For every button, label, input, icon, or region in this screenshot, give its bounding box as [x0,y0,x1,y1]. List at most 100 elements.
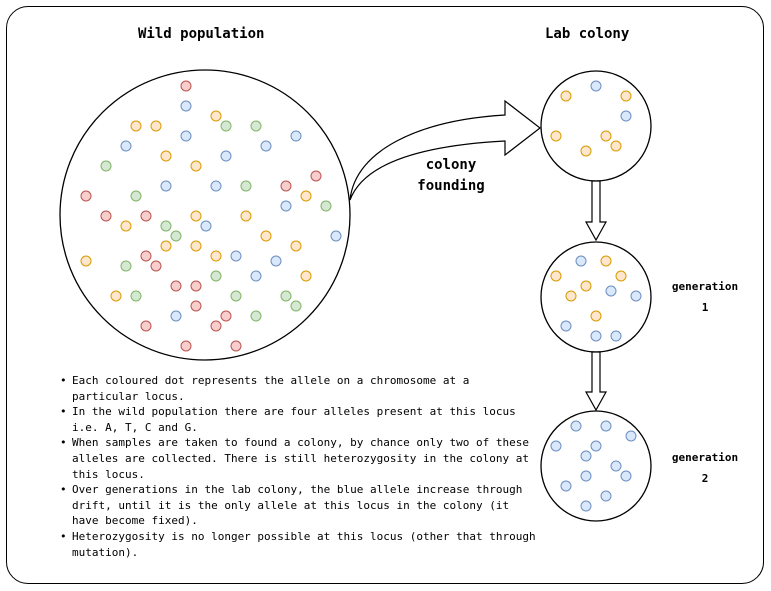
orange-allele-dot [565,290,577,302]
green-allele-dot [130,290,142,302]
generation-2-down-arrow [584,351,608,412]
blue-allele-dot [570,420,582,432]
blue-allele-dot [270,255,282,267]
orange-allele-dot [190,160,202,172]
orange-allele-dot [260,230,272,242]
orange-allele-dot [550,270,562,282]
blue-allele-dot [630,290,642,302]
orange-allele-dot [580,280,592,292]
notes-list: Each coloured dot represents the allele … [58,373,542,560]
generation-1-down-arrow [584,180,608,242]
blue-allele-dot [580,450,592,462]
orange-allele-dot [620,90,632,102]
orange-allele-dot [160,150,172,162]
generation-1-label: generation 1 [665,276,745,318]
orange-allele-dot [160,240,172,252]
orange-allele-dot [110,290,122,302]
green-allele-dot [120,260,132,272]
red-allele-dot [140,210,152,222]
blue-allele-dot [610,330,622,342]
generation-2-label-text: generation [671,451,739,464]
orange-allele-dot [580,145,592,157]
blue-allele-dot [220,150,232,162]
red-allele-dot [230,340,242,352]
generation-1-number: 1 [701,301,709,314]
red-allele-dot [180,80,192,92]
generation-2-number: 2 [701,472,709,485]
green-allele-dot [170,230,182,242]
red-allele-dot [150,260,162,272]
red-allele-dot [310,170,322,182]
orange-allele-dot [610,140,622,152]
wild-population-circle [59,69,351,361]
orange-allele-dot [210,250,222,262]
blue-allele-dot [200,220,212,232]
red-allele-dot [220,310,232,322]
blue-allele-dot [290,130,302,142]
blue-allele-dot [170,310,182,322]
green-allele-dot [160,220,172,232]
blue-allele-dot [620,110,632,122]
green-allele-dot [250,310,262,322]
orange-allele-dot [210,110,222,122]
note-item: In the wild population there are four al… [60,404,542,435]
orange-allele-dot [600,130,612,142]
blue-allele-dot [260,140,272,152]
founding-label-line-2: founding [417,178,485,194]
blue-allele-dot [230,250,242,262]
blue-allele-dot [625,430,637,442]
allele-dots [80,80,642,512]
generation-2-label: generation 2 [665,447,745,489]
blue-allele-dot [590,80,602,92]
blue-allele-dot [575,255,587,267]
green-allele-dot [230,290,242,302]
blue-allele-dot [600,490,612,502]
orange-allele-dot [240,210,252,222]
blue-allele-dot [590,440,602,452]
red-allele-dot [210,320,222,332]
blue-allele-dot [590,330,602,342]
blue-allele-dot [160,180,172,192]
green-allele-dot [290,300,302,312]
blue-allele-dot [330,230,342,242]
green-allele-dot [240,180,252,192]
orange-allele-dot [190,240,202,252]
blue-allele-dot [180,130,192,142]
orange-allele-dot [560,90,572,102]
orange-allele-dot [550,130,562,142]
orange-allele-dot [590,310,602,322]
green-allele-dot [130,190,142,202]
blue-allele-dot [610,460,622,472]
red-allele-dot [190,280,202,292]
blue-allele-dot [550,440,562,452]
blue-allele-dot [250,270,262,282]
wild-population-title: Wild population [138,26,265,42]
blue-allele-dot [120,140,132,152]
orange-allele-dot [120,220,132,232]
note-item: When samples are taken to found a colony… [60,435,542,482]
blue-allele-dot [560,480,572,492]
blue-allele-dot [280,200,292,212]
red-allele-dot [140,250,152,262]
orange-allele-dot [615,270,627,282]
red-allele-dot [280,180,292,192]
orange-allele-dot [190,210,202,222]
blue-allele-dot [620,470,632,482]
blue-allele-dot [580,500,592,512]
orange-allele-dot [150,120,162,132]
red-allele-dot [100,210,112,222]
red-allele-dot [190,300,202,312]
founding-label-line-1: colony [425,157,477,173]
orange-allele-dot [290,240,302,252]
blue-allele-dot [180,100,192,112]
note-item: Heterozygosity is no longer possible at … [60,529,542,560]
green-allele-dot [210,270,222,282]
red-allele-dot [140,320,152,332]
orange-allele-dot [300,190,312,202]
green-allele-dot [280,290,292,302]
red-allele-dot [170,280,182,292]
blue-allele-dot [210,180,222,192]
orange-allele-dot [300,270,312,282]
generation-2-circle [540,410,652,522]
